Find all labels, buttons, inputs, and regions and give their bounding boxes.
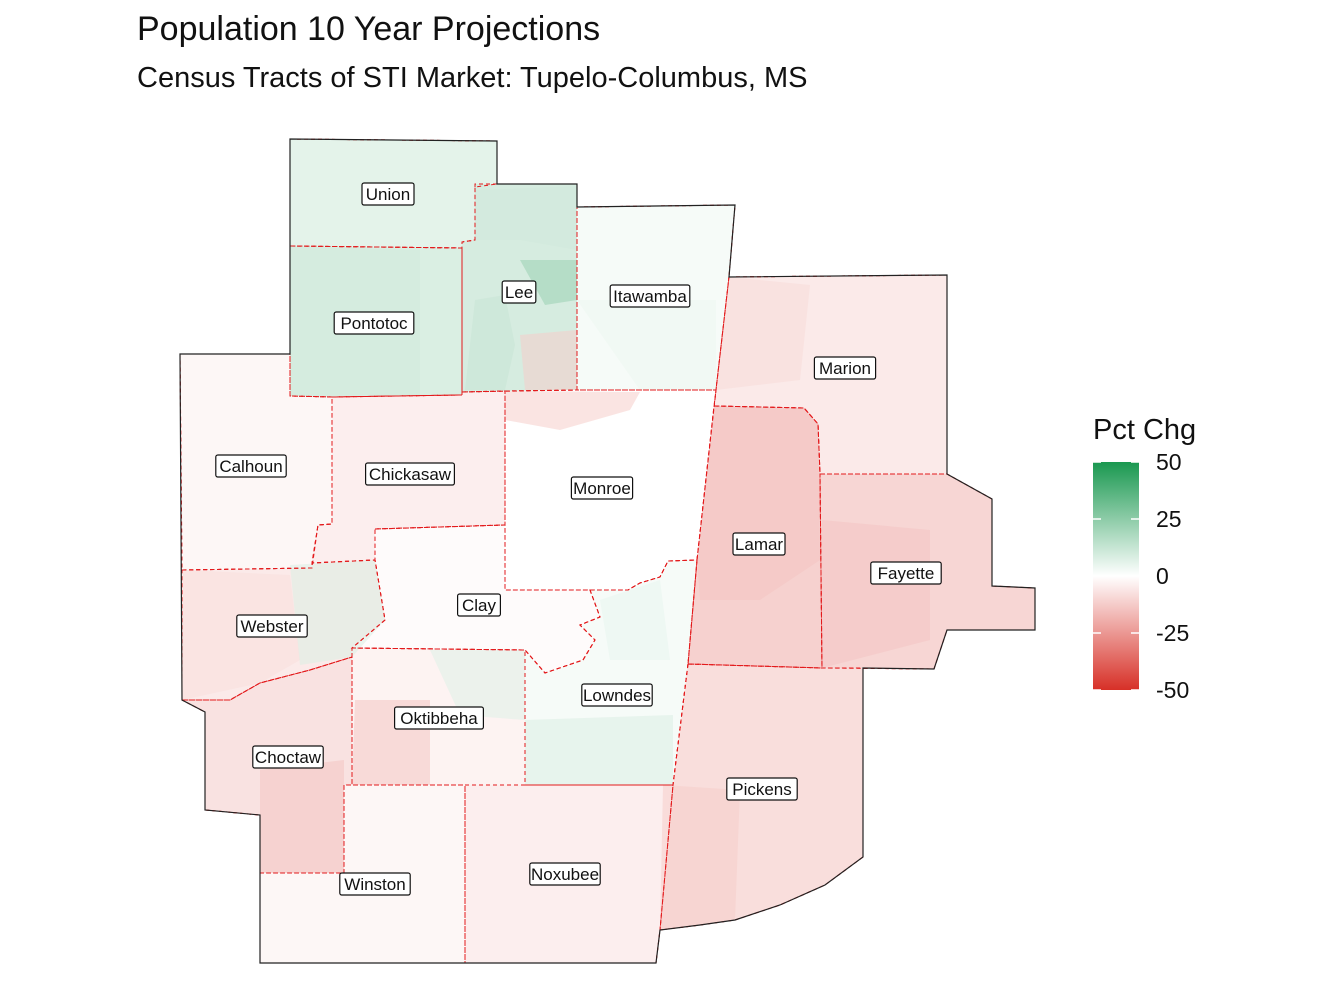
tract-shade xyxy=(520,330,577,390)
legend-tick-label: 0 xyxy=(1156,563,1169,589)
tract-shade xyxy=(430,650,525,720)
map-title: Population 10 Year Projections xyxy=(137,10,601,48)
county-name: Monroe xyxy=(573,479,631,498)
county-label-pickens: Pickens xyxy=(726,777,798,801)
tract-shade xyxy=(660,785,740,930)
county-name: Winston xyxy=(344,875,405,894)
county-label-lamar: Lamar xyxy=(732,532,786,556)
county-label-webster: Webster xyxy=(236,614,308,638)
county-label-choctaw: Choctaw xyxy=(252,745,324,769)
county-label-calhoun: Calhoun xyxy=(215,454,287,478)
county-name: Marion xyxy=(819,359,871,378)
tract-shade xyxy=(822,520,930,668)
tract-shade xyxy=(260,760,344,873)
legend-tick-label: 25 xyxy=(1156,506,1182,532)
county-name: Noxubee xyxy=(531,865,599,884)
county-border xyxy=(181,559,386,701)
county-name: Oktibbeha xyxy=(400,709,478,728)
county-label-fayette: Fayette xyxy=(870,561,942,585)
county-label-oktibbeha: Oktibbeha xyxy=(394,706,485,730)
county-border xyxy=(289,245,463,398)
tract-shade xyxy=(600,580,670,660)
county-name: Webster xyxy=(241,617,304,636)
legend-title: Pct Chg xyxy=(1093,414,1197,446)
county-name: Calhoun xyxy=(219,457,282,476)
county-label-noxubee: Noxubee xyxy=(529,862,601,886)
county-label-union: Union xyxy=(361,182,415,206)
tract-shade xyxy=(475,186,577,250)
county-label-chickasaw: Chickasaw xyxy=(365,462,456,486)
county-name: Lamar xyxy=(735,535,784,554)
map-subtitle: Census Tracts of STI Market: Tupelo-Colu… xyxy=(137,62,808,94)
county-name: Pontotoc xyxy=(340,314,408,333)
tract-shade xyxy=(697,406,820,600)
legend-tick-label: -50 xyxy=(1156,677,1190,703)
county-label-lowndes: Lowndes xyxy=(581,683,653,707)
county-label-clay: Clay xyxy=(457,593,502,617)
county-border xyxy=(311,390,506,564)
tract-shade xyxy=(525,715,673,785)
county-name: Chickasaw xyxy=(369,465,452,484)
county-name: Itawamba xyxy=(613,287,687,306)
county-border xyxy=(659,663,864,931)
county-name: Clay xyxy=(462,596,497,615)
county-border xyxy=(504,389,717,591)
county-label-marion: Marion xyxy=(813,356,877,380)
tract-shade xyxy=(520,260,577,305)
county-labels-layer: Union Lee Itawamba Pontotoc Marion Calhoun Chi… xyxy=(215,182,942,896)
county-name: Lowndes xyxy=(583,686,651,705)
county-label-monroe: Monroe xyxy=(570,476,634,500)
county-name: Pickens xyxy=(732,780,792,799)
tract-shade xyxy=(577,300,716,390)
tract-shade xyxy=(505,391,640,430)
county-border xyxy=(687,405,823,669)
county-label-winston: Winston xyxy=(339,872,411,896)
county-name: Fayette xyxy=(878,564,935,583)
county-name: Lee xyxy=(505,283,533,302)
county-label-itawamba: Itawamba xyxy=(609,284,691,308)
county-border xyxy=(713,274,948,475)
legend-tick-label: -25 xyxy=(1156,620,1190,646)
tract-shade xyxy=(290,560,385,665)
tract-shading-layer xyxy=(179,138,1036,964)
tract-shade xyxy=(465,295,515,390)
county-name: Choctaw xyxy=(255,748,322,767)
county-label-lee: Lee xyxy=(501,280,537,304)
county-name: Union xyxy=(366,185,410,204)
legend-tick-label: 50 xyxy=(1156,449,1182,475)
county-label-pontotoc: Pontotoc xyxy=(333,311,415,335)
tract-shade xyxy=(716,277,810,390)
market-boundary xyxy=(179,138,1036,964)
legend-tick-marks xyxy=(1093,461,1139,691)
